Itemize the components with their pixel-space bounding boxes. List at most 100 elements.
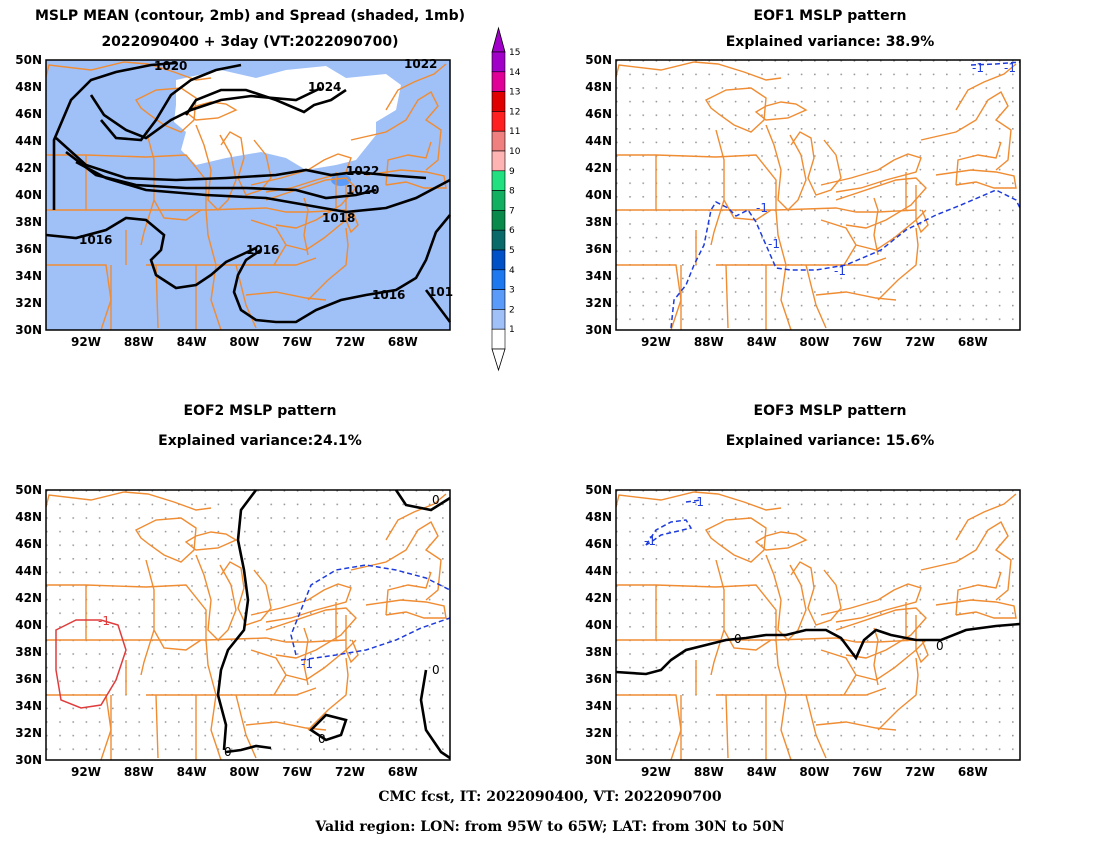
lon-tick-label: 68W xyxy=(958,765,988,779)
colorbar-swatch xyxy=(491,91,506,112)
lat-tick-label: 38N xyxy=(15,645,42,659)
eof2-neg-contours xyxy=(290,564,451,661)
lon-tick-label: 72W xyxy=(335,765,365,779)
lat-tick-label: 48N xyxy=(15,80,42,94)
colorbar-label: 7 xyxy=(509,206,515,216)
svg-text:-1: -1 xyxy=(644,534,656,548)
footer-run-info: CMC fcst, IT: 2022090400, VT: 2022090700 xyxy=(378,789,722,805)
lat-tick-label: 30N xyxy=(585,753,612,767)
lat-tick-label: 30N xyxy=(15,323,42,337)
eof2-pos-contours xyxy=(55,619,127,709)
lon-tick-label: 80W xyxy=(799,335,829,349)
svg-text:1018: 1018 xyxy=(322,211,355,225)
colorbar-label: 6 xyxy=(509,226,515,236)
svg-text:1016: 1016 xyxy=(372,288,405,302)
lon-tick-label: 72W xyxy=(905,335,935,349)
svg-text:1020: 1020 xyxy=(154,59,187,73)
colorbar-swatch xyxy=(491,249,506,271)
lat-tick-label: 36N xyxy=(585,672,612,686)
eof2-contours xyxy=(216,489,451,760)
colorbar-swatch xyxy=(491,111,506,132)
lon-tick-label: 92W xyxy=(641,335,671,349)
lon-tick-label: 84W xyxy=(747,765,777,779)
svg-text:-1: -1 xyxy=(1004,61,1016,75)
mean-panel-subtitle: 2022090400 + 3day (VT:2022090700) xyxy=(101,34,399,50)
lat-tick-label: 44N xyxy=(15,564,42,578)
lon-tick-label: 92W xyxy=(71,335,101,349)
colorbar-label: 15 xyxy=(509,48,520,58)
lat-tick-label: 32N xyxy=(585,296,612,310)
eof2-contour-labels: 0 0 0 0 -1 -1 xyxy=(98,493,440,759)
eof2-map-panel: 0 0 0 0 -1 -1 xyxy=(45,489,451,761)
eof3-panel-title: EOF3 MSLP pattern xyxy=(753,403,907,419)
colorbar-swatch xyxy=(491,150,506,172)
lat-tick-label: 46N xyxy=(585,107,612,121)
lat-tick-label: 32N xyxy=(15,296,42,310)
lat-tick-label: 48N xyxy=(585,80,612,94)
lat-tick-label: 34N xyxy=(585,269,612,283)
lon-tick-label: 92W xyxy=(641,765,671,779)
lon-tick-label: 76W xyxy=(282,335,312,349)
colorbar-label: 5 xyxy=(509,246,515,256)
lat-tick-label: 40N xyxy=(15,188,42,202)
mean-map-panel: 1020 1024 1022 1022 1020 1018 1016 1016 … xyxy=(45,57,453,331)
lat-tick-label: 44N xyxy=(585,564,612,578)
colorbar-label: 11 xyxy=(509,127,520,137)
lat-tick-label: 36N xyxy=(15,242,42,256)
lon-tick-label: 68W xyxy=(388,335,418,349)
colorbar-label: 14 xyxy=(509,68,521,78)
lat-tick-label: 50N xyxy=(585,53,612,67)
svg-text:1024: 1024 xyxy=(308,80,341,94)
svg-text:1016: 1016 xyxy=(246,243,279,257)
lon-tick-label: 84W xyxy=(177,765,207,779)
eof3-map-panel: -1 -1 0 0 xyxy=(615,489,1021,761)
svg-text:-1: -1 xyxy=(98,614,110,628)
mslp-contours xyxy=(45,61,452,324)
colorbar-label: 1 xyxy=(509,325,515,335)
lat-tick-label: 44N xyxy=(585,134,612,148)
lat-tick-label: 42N xyxy=(15,161,42,175)
lat-tick-label: 40N xyxy=(585,618,612,632)
lat-tick-label: 50N xyxy=(15,53,42,67)
colorbar-label: 8 xyxy=(509,187,515,197)
colorbar-swatch xyxy=(491,170,506,191)
svg-text:0: 0 xyxy=(318,732,326,746)
lon-tick-label: 88W xyxy=(124,765,154,779)
lon-tick-label: 88W xyxy=(124,335,154,349)
lon-tick-label: 84W xyxy=(747,335,777,349)
lat-tick-label: 34N xyxy=(585,699,612,713)
svg-text:1020: 1020 xyxy=(346,183,379,197)
colorbar-swatch xyxy=(491,130,506,152)
lon-tick-label: 88W xyxy=(694,765,724,779)
svg-text:0: 0 xyxy=(432,493,440,507)
colorbar-swatch xyxy=(491,51,506,73)
lon-tick-label: 80W xyxy=(229,335,259,349)
lat-tick-label: 32N xyxy=(585,726,612,740)
svg-text:1022: 1022 xyxy=(404,57,437,71)
svg-text:0: 0 xyxy=(224,745,232,759)
eof1-map-panel: -1 -1 -1 -1 -1 xyxy=(615,59,1021,331)
svg-text:-1: -1 xyxy=(768,237,780,251)
mean-panel-title: MSLP MEAN (contour, 2mb) and Spread (sha… xyxy=(35,8,465,24)
lon-tick-label: 68W xyxy=(958,335,988,349)
lat-tick-label: 44N xyxy=(15,134,42,148)
lat-tick-label: 50N xyxy=(15,483,42,497)
eof1-panel-title: EOF1 MSLP pattern xyxy=(753,8,907,24)
lat-tick-label: 46N xyxy=(585,537,612,551)
lat-tick-label: 38N xyxy=(585,645,612,659)
colorbar-label: 2 xyxy=(509,305,515,315)
colorbar-label: 9 xyxy=(509,167,515,177)
lon-tick-label: 88W xyxy=(694,335,724,349)
svg-text:1022: 1022 xyxy=(346,164,379,178)
colorbar-swatch xyxy=(491,309,506,330)
lat-tick-label: 48N xyxy=(585,510,612,524)
colorbar-swatch xyxy=(491,71,506,92)
lat-tick-label: 38N xyxy=(15,215,42,229)
svg-text:-1: -1 xyxy=(972,61,984,75)
eof1-contour-labels: -1 -1 -1 -1 -1 xyxy=(756,61,1016,278)
svg-text:-1: -1 xyxy=(692,495,704,509)
lat-tick-label: 50N xyxy=(585,483,612,497)
eof3-neg-contours xyxy=(645,499,702,546)
colorbar-label: 10 xyxy=(509,147,521,157)
